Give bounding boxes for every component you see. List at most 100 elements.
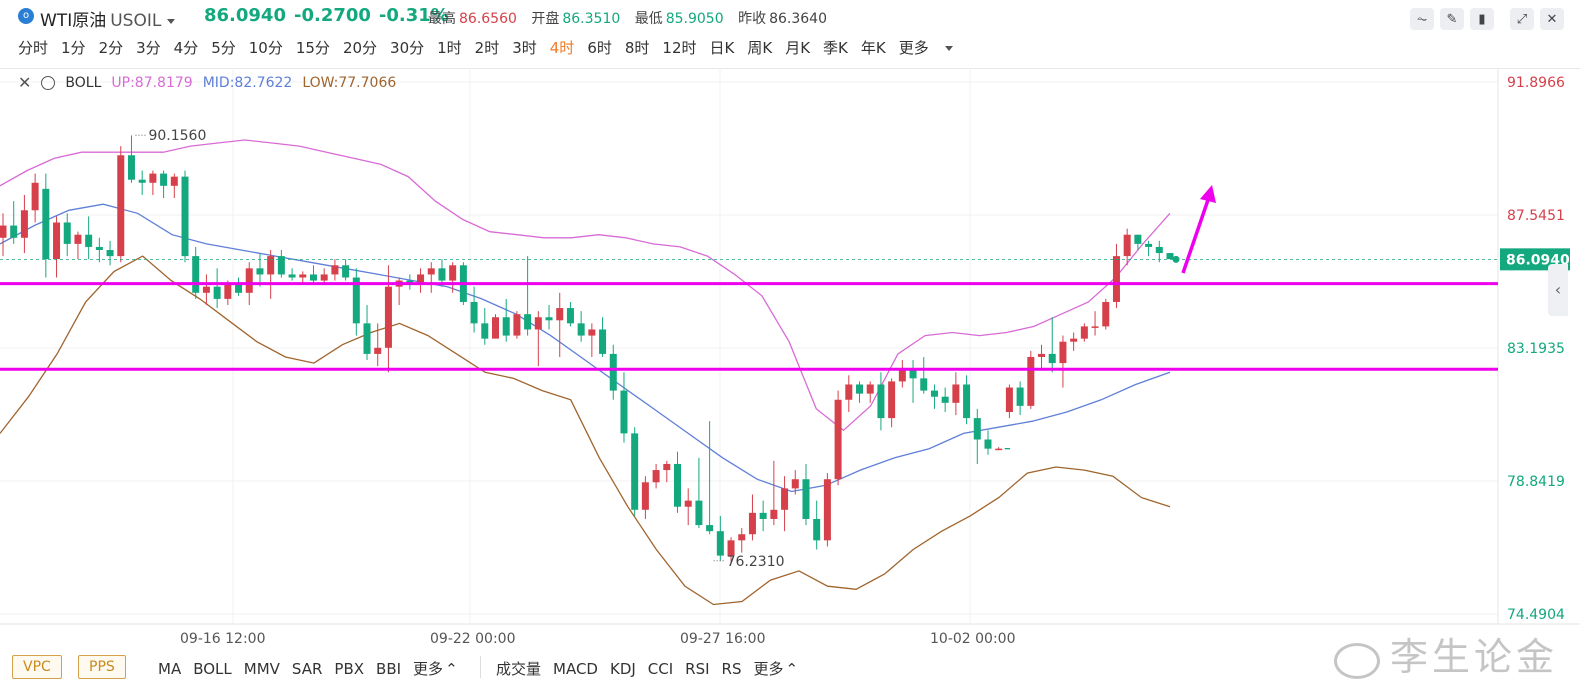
main-ind-4[interactable]: PBX — [334, 660, 365, 678]
candle-body — [20, 210, 28, 238]
candle-body — [363, 323, 371, 354]
gear-icon[interactable] — [41, 75, 56, 90]
period-tab-6[interactable]: 10分 — [248, 39, 283, 57]
pen-icon[interactable]: ✎ — [1440, 8, 1464, 30]
period-tab-1[interactable]: 1分 — [61, 39, 86, 57]
period-tab-20[interactable]: 季K — [823, 39, 848, 57]
stat-value-low: 85.9050 — [665, 11, 724, 27]
period-tab-4[interactable]: 4分 — [173, 39, 199, 57]
high-annotation: 90.1560 — [148, 128, 206, 144]
period-tab-16[interactable]: 12时 — [662, 39, 697, 57]
symbol-code: USOIL — [110, 11, 162, 31]
sub-ind-2[interactable]: KDJ — [609, 660, 636, 678]
close-icon[interactable]: ✕ — [1540, 8, 1564, 30]
candle-body — [695, 500, 703, 526]
low-annotation: 76.2310 — [727, 554, 785, 570]
candle-style-icon[interactable]: ▮ — [1470, 8, 1494, 30]
candle-body — [866, 384, 874, 394]
kline-chart[interactable]: 91.8966 87.5451 83.1935 78.8419 74.4904 09-16… — [0, 68, 1580, 652]
boll-low-value: LOW:77.7066 — [302, 74, 397, 91]
candle-body — [127, 155, 135, 180]
chevron-down-icon — [167, 18, 176, 24]
period-tab-18[interactable]: 周K — [747, 39, 773, 57]
candle-body — [995, 448, 1003, 451]
candle-body — [941, 396, 949, 403]
period-tab-2[interactable]: 2分 — [98, 39, 124, 57]
pps-button[interactable]: PPS — [78, 655, 126, 679]
candle-body — [31, 182, 39, 211]
period-tab-10[interactable]: 1时 — [437, 39, 462, 57]
candle-body — [909, 369, 917, 379]
period-tab-8[interactable]: 20分 — [342, 39, 378, 57]
time-axis-label: 09-22 00:00 — [430, 631, 515, 647]
period-tab-13[interactable]: 4时 — [549, 39, 575, 57]
trend-arrow-shaft — [1181, 196, 1211, 274]
quote-header: o WTI原油 USOIL 86.0940 -0.2700 -0.31% 最高 86.6… — [0, 0, 1580, 34]
candle-body — [1016, 387, 1024, 406]
sub-ind-5[interactable]: RS — [721, 660, 742, 678]
candle-body — [641, 482, 649, 510]
sub-ind-more[interactable]: 更多 — [753, 660, 784, 678]
sub-ind-1[interactable]: MACD — [553, 660, 598, 678]
candle-body — [716, 531, 724, 556]
sub-ind-3[interactable]: CCI — [647, 660, 674, 678]
candle-body — [331, 265, 339, 275]
stat-value-high: 86.6560 — [459, 11, 517, 27]
period-tab-9[interactable]: 30分 — [390, 39, 425, 57]
main-ind-5[interactable]: BBI — [376, 660, 402, 678]
candle-body — [727, 540, 735, 556]
symbol-name: WTI原油 — [40, 11, 107, 31]
expand-icon[interactable]: ⤢ — [1510, 8, 1534, 30]
sub-ind-0[interactable]: 成交量 — [496, 660, 542, 678]
boll-mid-value: MID:82.7622 — [202, 74, 293, 91]
candle-body — [481, 323, 489, 339]
period-tab-11[interactable]: 2时 — [474, 39, 500, 57]
candle-body — [470, 301, 478, 324]
period-tab-5[interactable]: 5分 — [211, 39, 236, 57]
stat-label-open: 开盘 — [531, 11, 560, 27]
candle-body — [85, 234, 93, 247]
period-more[interactable]: 更多 — [899, 37, 966, 58]
candle-body — [1091, 326, 1099, 328]
main-ind-0[interactable]: MA — [158, 660, 182, 678]
period-tab-15[interactable]: 8时 — [624, 39, 650, 57]
collapse-panel-button[interactable]: ‹ — [1548, 264, 1568, 316]
candle-body — [95, 246, 103, 250]
candle-body — [1027, 356, 1035, 406]
period-tab-17[interactable]: 日K — [709, 39, 735, 57]
chart-toolbar: ⏦ ✎ ▮ ⤢ ✕ — [1410, 8, 1564, 30]
candle-body — [930, 390, 938, 397]
candle-body — [320, 274, 328, 281]
candle-body — [599, 329, 607, 354]
period-tab-21[interactable]: 年K — [860, 39, 886, 57]
indicator-bar: VPC PPS MA BOLL MMV SAR PBX BBI 更多 ⌃ 成交量 MACD KDJ… — [0, 652, 1580, 682]
candle-body — [1102, 301, 1110, 327]
symbol-selector[interactable]: WTI原油 USOIL — [40, 6, 176, 31]
candle-body — [888, 381, 896, 419]
close-indicator-icon[interactable]: ✕ — [18, 73, 32, 92]
candle-body — [309, 274, 317, 281]
main-ind-1[interactable]: BOLL — [193, 660, 232, 678]
candle-body — [566, 308, 574, 324]
quote-stats: 最高 86.6560 开盘 86.3510 最低 85.9050 昨收 86.3640 — [428, 8, 837, 28]
main-ind-2[interactable]: MMV — [243, 660, 280, 678]
vpc-button[interactable]: VPC — [12, 655, 62, 679]
period-tab-14[interactable]: 6时 — [587, 39, 612, 57]
period-tab-3[interactable]: 3分 — [136, 39, 161, 57]
symbol-icon: o — [18, 8, 34, 24]
period-tab-0[interactable]: 分时 — [18, 39, 49, 57]
line-tool-icon[interactable]: ⏦ — [1410, 8, 1434, 30]
period-tab-19[interactable]: 月K — [785, 39, 811, 57]
candle-body — [74, 234, 82, 244]
candle-body — [652, 470, 660, 483]
candle-body — [631, 433, 639, 510]
period-tab-7[interactable]: 15分 — [295, 39, 330, 57]
main-ind-more[interactable]: 更多 — [413, 660, 444, 678]
candle-body — [845, 384, 853, 400]
candle-body — [427, 268, 435, 275]
main-ind-3[interactable]: SAR — [291, 660, 323, 678]
period-tab-12[interactable]: 3时 — [512, 39, 537, 57]
sub-ind-4[interactable]: RSI — [685, 660, 710, 678]
candle-body — [224, 283, 232, 299]
boll-low-line — [0, 255, 1171, 606]
